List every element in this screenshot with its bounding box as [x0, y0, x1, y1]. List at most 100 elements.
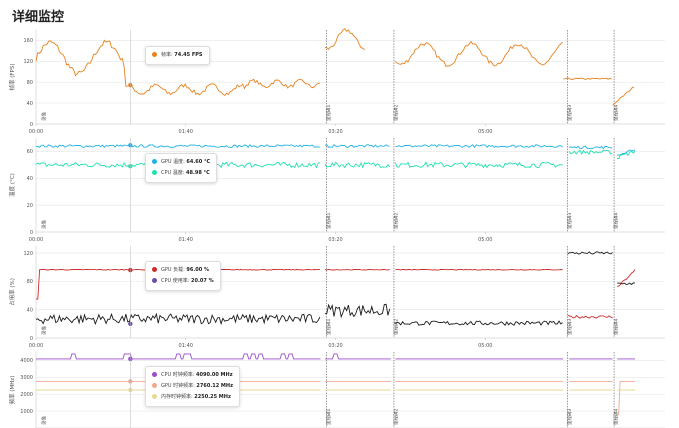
- gpu-temp-series: [35, 143, 321, 149]
- fps-series: [563, 77, 612, 80]
- x-tick-label: 03:20: [328, 129, 342, 135]
- clock-tooltip: CPU 时钟频率: 4090.00 MHz GPU 时钟频率: 2760.12 M…: [145, 366, 241, 407]
- tooltip-value: 4090.00 MHz: [196, 372, 233, 378]
- gpu-load-series: [395, 268, 563, 271]
- tooltip-row: 内存时钟频率: 2250.25 MHz: [152, 392, 233, 403]
- y-axis-label: 帧率 (FPS): [8, 63, 16, 90]
- milestone-label: 里程碑1: [325, 319, 332, 335]
- y-tick-label: 1000: [20, 409, 33, 415]
- milestone-label: 里程碑2: [392, 319, 399, 335]
- gpu-load-series: [324, 268, 390, 271]
- milestone-label: 里程碑1: [325, 213, 332, 229]
- y-tick-label: 0: [30, 122, 33, 128]
- x-tick-label: 05:00: [478, 343, 492, 349]
- y-tick-label: 40: [27, 176, 33, 182]
- y-tick-label: 80: [27, 279, 33, 285]
- milestone-label: 里程碑4: [613, 409, 620, 425]
- milestone-label: 里程碑3: [566, 319, 573, 335]
- y-tick-label: 2000: [20, 392, 33, 398]
- tooltip-label: CPU 使用率: [161, 278, 188, 284]
- cpu-clock-series: [325, 353, 391, 360]
- milestone-label: 里程碑2: [392, 105, 399, 121]
- milestone-label: 录像: [40, 220, 47, 229]
- milestone-label: 里程碑2: [392, 409, 399, 425]
- tooltip-row: GPU 时钟频率: 2760.12 MHz: [152, 381, 233, 392]
- usage-tooltip: GPU 负载: 96.00 % CPU 使用率: 20.07 %: [145, 261, 221, 291]
- page-title: 详细监控: [12, 10, 65, 25]
- legend-dot-icon: [152, 394, 157, 399]
- chart-panel-3[interactable]: 0 40 80 120 占用率 (%) 00:00 01:40 03:20 05:00 录像 里程碑…: [8, 246, 665, 349]
- x-tick-label: 05:00: [478, 237, 492, 243]
- y-tick-label: 20: [27, 203, 33, 209]
- y-tick-label: 120: [23, 251, 33, 257]
- fps-tooltip: 帧率: 74.45 FPS: [145, 46, 210, 65]
- tooltip-value: 74.45 FPS: [174, 52, 203, 58]
- cpu-load-series: [567, 251, 613, 255]
- tooltip-label: GPU 时钟频率: [161, 383, 194, 389]
- x-tick-label: 05:00: [478, 129, 492, 135]
- temperature-tooltip: GPU 温度: 64.60 °C CPU 温度: 48.98 °C: [145, 153, 218, 183]
- x-tick-label: 01:40: [179, 129, 193, 135]
- cpu-clock-series: [36, 353, 321, 360]
- cpu-temp-series: [324, 161, 391, 169]
- x-tick-label: 00:00: [29, 343, 43, 349]
- legend-dot-icon: [152, 372, 157, 377]
- y-tick-label: 120: [23, 59, 33, 65]
- tooltip-label: CPU 时钟频率: [161, 372, 193, 378]
- fps-series: [612, 86, 635, 106]
- legend-dot-icon: [152, 383, 157, 388]
- cpu-temp-series: [568, 149, 613, 155]
- cpu-load-series: [324, 303, 391, 319]
- milestone-label: 里程碑4: [613, 105, 620, 121]
- gpu-temp-series: [324, 144, 390, 148]
- y-tick-label: 40: [27, 101, 33, 107]
- fps-series: [324, 27, 365, 51]
- milestone-label: 里程碑1: [325, 105, 332, 121]
- x-tick-label: 01:40: [179, 343, 193, 349]
- tooltip-label: GPU 温度: [161, 159, 184, 165]
- tooltip-value: 20.07 %: [191, 278, 214, 284]
- cpu-load-series: [395, 320, 563, 326]
- chart-panel-1[interactable]: 0 40 80 120 160 帧率 (FPS) 00:00 01:40 03:20 05:00 录…: [8, 30, 665, 135]
- fps-series: [395, 40, 563, 67]
- fps-series: [35, 39, 321, 97]
- milestone-label: 里程碑3: [566, 409, 573, 425]
- y-tick-label: 0: [30, 336, 33, 342]
- cpu-temp-series: [394, 161, 563, 169]
- legend-dot-icon: [152, 278, 157, 283]
- y-tick-label: 160: [23, 38, 33, 44]
- milestone-label: 里程碑1: [325, 409, 332, 425]
- tooltip-label: 内存时钟频率: [161, 394, 192, 400]
- milestone-label: 里程碑3: [566, 105, 573, 121]
- x-tick-label: 01:40: [179, 237, 193, 243]
- tooltip-label: CPU 温度: [161, 170, 183, 176]
- y-tick-label: 80: [27, 80, 33, 86]
- milestone-label: 里程碑4: [613, 319, 620, 335]
- tooltip-row: CPU 时钟频率: 4090.00 MHz: [152, 370, 233, 381]
- y-tick-label: 0: [30, 230, 33, 236]
- y-tick-label: 60: [27, 149, 33, 155]
- gpu-temp-series: [569, 145, 613, 150]
- chart-panel-4[interactable]: 1000 2000 3000 4000 频率 (MHz) 录像 里程碑1 里程碑2 里程碑3 里程…: [8, 352, 665, 428]
- milestone-label: 里程碑2: [392, 213, 399, 229]
- tooltip-label: GPU 负载: [161, 267, 184, 273]
- tooltip-row: 帧率: 74.45 FPS: [152, 50, 203, 61]
- tooltip-value: 48.98 °C: [186, 170, 210, 176]
- milestone-label: 录像: [40, 416, 47, 425]
- tooltip-row: CPU 温度: 48.98 °C: [152, 168, 210, 179]
- tooltip-row: GPU 温度: 64.60 °C: [152, 157, 210, 168]
- x-tick-label: 00:00: [29, 237, 43, 243]
- legend-dot-icon: [152, 159, 157, 164]
- milestone-label: 里程碑4: [613, 213, 620, 229]
- chart-panel-2[interactable]: 0 20 40 60 温度 (°C) 00:00 01:40 03:20 05:00 录像 里程碑1…: [8, 138, 665, 243]
- milestone-label: 录像: [40, 326, 47, 335]
- cpu-load-series: [617, 282, 636, 286]
- x-tick-label: 00:00: [29, 129, 43, 135]
- tooltip-value: 96.00 %: [186, 267, 209, 273]
- milestone-label: 里程碑3: [566, 213, 573, 229]
- y-axis-label: 温度 (°C): [8, 173, 16, 197]
- gpu-load-series: [617, 269, 636, 287]
- gpu-temp-series: [395, 144, 563, 149]
